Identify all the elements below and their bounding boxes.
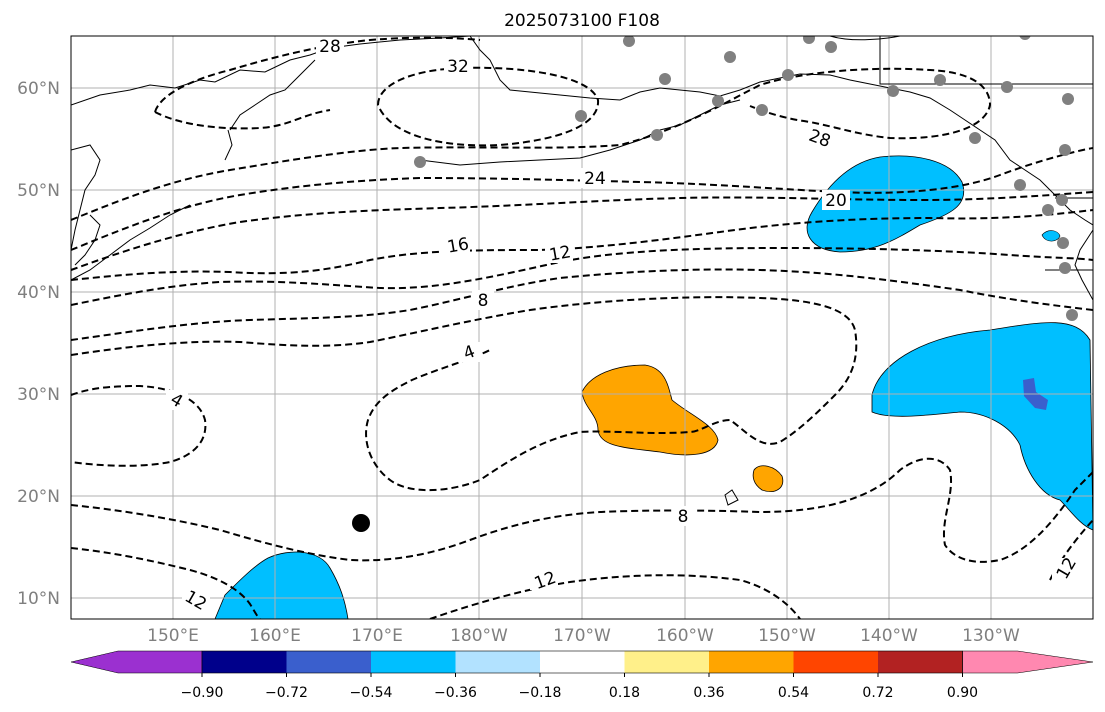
contour-label-28-west: 28 xyxy=(319,37,341,57)
blue-small-spot xyxy=(1041,230,1061,242)
map-title: 2025073100 F108 xyxy=(504,11,660,31)
lat-label-20n: 20°N xyxy=(17,487,60,507)
longitude-labels: 150°E 160°E 170°E 180°W 170°W 160°W 150°… xyxy=(147,626,1020,646)
contour-label-32: 32 xyxy=(447,57,469,77)
colorbar-tick-label: −0.90 xyxy=(181,685,224,701)
colorbar-tick-label: 0.72 xyxy=(862,685,893,701)
colorbar-segment xyxy=(540,651,625,673)
lon-label-160w: 160°W xyxy=(656,626,714,646)
colorbar-tick-label: −0.72 xyxy=(265,685,308,701)
lon-label-170w: 170°W xyxy=(553,626,611,646)
lat-label-30n: 30°N xyxy=(17,385,60,405)
station-markers xyxy=(414,36,1078,321)
colorbar-segment xyxy=(878,651,963,673)
colorbar-tick-label: −0.36 xyxy=(434,685,477,701)
contour-label-20: 20 xyxy=(825,191,847,211)
lat-label-50n: 50°N xyxy=(17,181,60,201)
colorbar-tick-label: 0.36 xyxy=(693,685,724,701)
colorbar-segment xyxy=(624,651,710,673)
colorbar-segment xyxy=(202,651,287,673)
lat-label-60n: 60°N xyxy=(17,79,60,99)
orange-region-small xyxy=(752,465,784,493)
blue-region-gulf xyxy=(806,155,965,253)
colorbar-segment xyxy=(455,651,541,673)
colorbar-segment xyxy=(286,651,372,673)
colorbar-extend-high xyxy=(962,650,1094,674)
colorbar-segment xyxy=(371,651,456,673)
lat-label-40n: 40°N xyxy=(17,283,60,303)
colorbar-extend-low xyxy=(70,650,203,674)
contour-label-12-north: 12 xyxy=(548,242,573,265)
latitude-labels: 60°N 50°N 40°N 30°N 20°N 10°N xyxy=(17,79,60,609)
colorbar-segment xyxy=(793,651,879,673)
storm-position-marker xyxy=(352,514,370,532)
contour-label-8-south: 8 xyxy=(678,507,689,527)
blue-region-east xyxy=(871,322,1093,531)
contour-label-8-north: 8 xyxy=(478,291,489,311)
colorbar-tick-label: 0.90 xyxy=(947,685,978,701)
lon-label-180w: 180°W xyxy=(450,626,508,646)
colorbar-segment xyxy=(709,651,794,673)
lon-label-140w: 140°W xyxy=(860,626,918,646)
contour-label-16: 16 xyxy=(446,234,471,257)
lon-label-150e: 150°E xyxy=(147,626,199,646)
lon-label-170e: 170°E xyxy=(351,626,403,646)
colorbar-tick-label: 0.54 xyxy=(778,685,809,701)
colorbar-outline xyxy=(201,650,963,674)
lon-label-150w: 150°W xyxy=(758,626,816,646)
lon-label-130w: 130°W xyxy=(962,626,1020,646)
colorbar-tick-label: −0.18 xyxy=(519,685,562,701)
lon-label-160e: 160°E xyxy=(249,626,301,646)
lat-label-10n: 10°N xyxy=(17,589,60,609)
colorbar: −0.90 −0.72 −0.54 −0.36 −0.18 0.18 0.36 0.54 0.7… xyxy=(70,650,1094,701)
contour-label-24: 24 xyxy=(584,169,606,189)
colorbar-tick-label: −0.54 xyxy=(350,685,393,701)
map-frame xyxy=(70,35,1094,620)
colorbar-tick-label: 0.18 xyxy=(609,685,640,701)
